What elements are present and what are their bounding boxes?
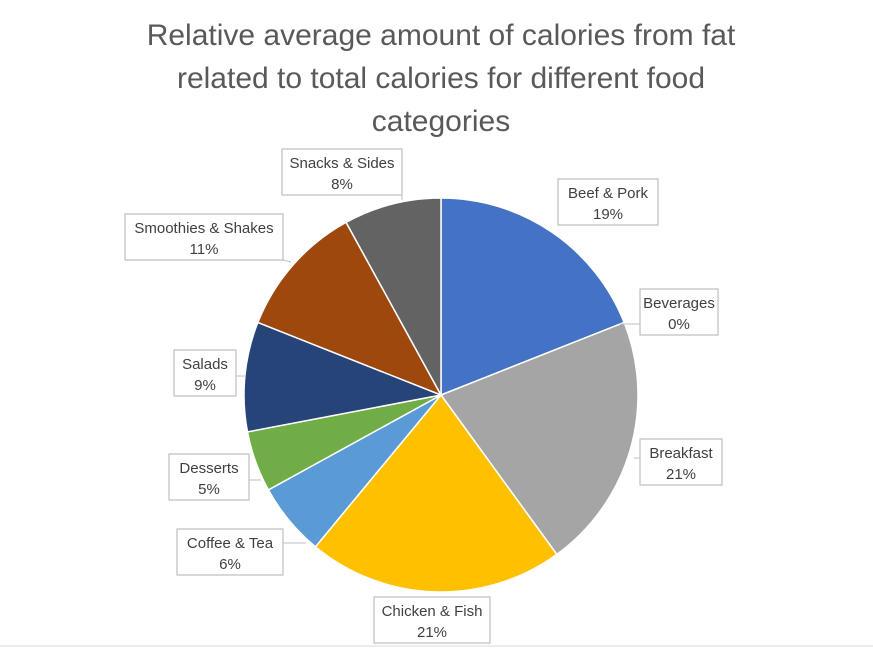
data-label-salads: Salads 9% — [173, 349, 237, 397]
chart-title-line-3: categories — [372, 105, 510, 138]
data-label-percent: 9% — [194, 377, 216, 394]
data-label-smoothies-and-shakes: Smoothies & Shakes 11% — [124, 213, 284, 261]
data-label-beef-and-pork: Beef & Pork 19% — [557, 178, 659, 226]
data-label-box — [639, 438, 723, 486]
data-label-category: Salads — [182, 356, 228, 373]
pie-slice-chicken-and-fish — [314, 393, 558, 593]
data-label-category: Breakfast — [649, 445, 713, 462]
data-label-category: Chicken & Fish — [382, 603, 483, 620]
data-label-category: Coffee & Tea — [187, 535, 274, 552]
data-label-percent: 19% — [593, 206, 623, 223]
data-label-beverages: Beverages 0% — [639, 288, 719, 336]
data-label-box — [373, 596, 491, 644]
data-label-percent: 21% — [417, 624, 447, 641]
data-label-coffee-and-tea: Coffee & Tea 6% — [176, 528, 284, 576]
data-label-box — [639, 288, 719, 336]
chart-title-line-1: Relative average amount of calories from… — [147, 19, 736, 52]
data-label-box — [557, 178, 659, 226]
data-label-breakfast: Breakfast 21% — [639, 438, 723, 486]
data-label-box — [173, 349, 237, 397]
data-label-percent: 6% — [219, 556, 241, 573]
leader-line-smoothies-and-shakes — [282, 259, 292, 263]
pie-slice-beef-and-pork — [440, 197, 626, 397]
data-label-category: Beef & Pork — [568, 185, 649, 202]
data-label-box — [176, 528, 284, 576]
data-label-category: Snacks & Sides — [289, 155, 394, 172]
data-label-desserts: Desserts 5% — [168, 453, 250, 501]
data-label-category: Beverages — [643, 295, 715, 312]
pie-slice-snacks-and-sides — [345, 197, 442, 396]
pie-slices — [243, 197, 639, 593]
data-label-percent: 21% — [666, 466, 696, 483]
data-label-percent: 11% — [190, 241, 219, 258]
data-label-category: Desserts — [179, 460, 238, 477]
chart-title-line-2: related to total calories for different … — [177, 62, 705, 95]
data-label-chicken-and-fish: Chicken & Fish 21% — [373, 596, 491, 644]
pie-slice-breakfast — [439, 321, 639, 556]
data-label-percent: 0% — [668, 316, 690, 333]
data-label-snacks-and-sides: Snacks & Sides 8% — [281, 148, 403, 196]
data-label-percent: 5% — [198, 481, 220, 498]
pie-slice-smoothies-and-shakes — [256, 221, 443, 397]
data-label-box — [168, 453, 250, 501]
data-labels: Beef & Pork19%Beverages0%Breakfast21%Chi… — [124, 148, 723, 644]
chart-title: Relative average amount of calories from… — [147, 19, 736, 138]
data-label-box — [281, 148, 403, 196]
data-label-category: Smoothies & Shakes — [134, 220, 273, 237]
label-leader-lines — [236, 195, 640, 544]
data-label-box — [124, 213, 284, 261]
data-label-percent: 8% — [331, 176, 353, 193]
